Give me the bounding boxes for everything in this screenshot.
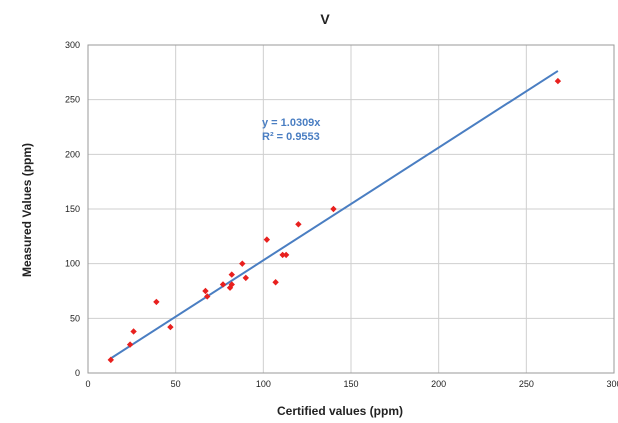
x-tick-labels: 0 50 100 150 200 250 300 bbox=[85, 379, 618, 389]
data-point bbox=[126, 341, 134, 348]
data-point bbox=[272, 279, 279, 286]
y-tick-label: 250 bbox=[65, 95, 80, 105]
data-point bbox=[219, 281, 227, 288]
data-point bbox=[239, 260, 246, 267]
trendline-r-squared: R² = 0.9553 bbox=[262, 131, 320, 143]
y-tick-label: 150 bbox=[65, 204, 80, 214]
chart-title: V bbox=[320, 11, 330, 27]
x-tick-label: 100 bbox=[256, 379, 271, 389]
data-point bbox=[167, 323, 174, 331]
y-axis-label: Measured Values (ppm) bbox=[20, 143, 34, 277]
data-point bbox=[295, 221, 302, 228]
x-tick-label: 150 bbox=[343, 379, 358, 389]
data-point bbox=[228, 281, 235, 288]
data-point bbox=[554, 77, 562, 85]
x-tick-label: 300 bbox=[606, 379, 618, 389]
data-point bbox=[228, 271, 235, 278]
data-point bbox=[330, 205, 337, 213]
x-axis-label: Certified values (ppm) bbox=[277, 404, 403, 418]
x-tick-label: 250 bbox=[519, 379, 534, 389]
data-point bbox=[107, 356, 114, 364]
data-point bbox=[263, 236, 271, 243]
data-point bbox=[130, 328, 137, 335]
data-point bbox=[279, 251, 286, 259]
y-tick-label: 0 bbox=[75, 368, 80, 378]
plot-frame bbox=[87, 44, 615, 374]
y-tick-label: 100 bbox=[65, 259, 80, 269]
data-point bbox=[204, 293, 211, 300]
y-tick-labels: 0 50 100 150 200 250 300 bbox=[65, 40, 80, 378]
trendline-equation: y = 1.0309x bbox=[262, 117, 321, 129]
data-point bbox=[242, 274, 249, 282]
y-tick-label: 50 bbox=[70, 313, 80, 323]
data-point bbox=[153, 298, 160, 306]
y-tick-label: 200 bbox=[65, 149, 80, 159]
grid bbox=[87, 44, 615, 374]
trendline bbox=[110, 70, 559, 360]
y-tick-label: 300 bbox=[65, 40, 80, 50]
data-points bbox=[107, 77, 562, 364]
x-tick-label: 200 bbox=[431, 379, 446, 389]
x-tick-label: 0 bbox=[85, 379, 90, 389]
x-tick-label: 50 bbox=[171, 379, 181, 389]
data-point bbox=[202, 287, 209, 295]
data-point bbox=[282, 251, 290, 259]
